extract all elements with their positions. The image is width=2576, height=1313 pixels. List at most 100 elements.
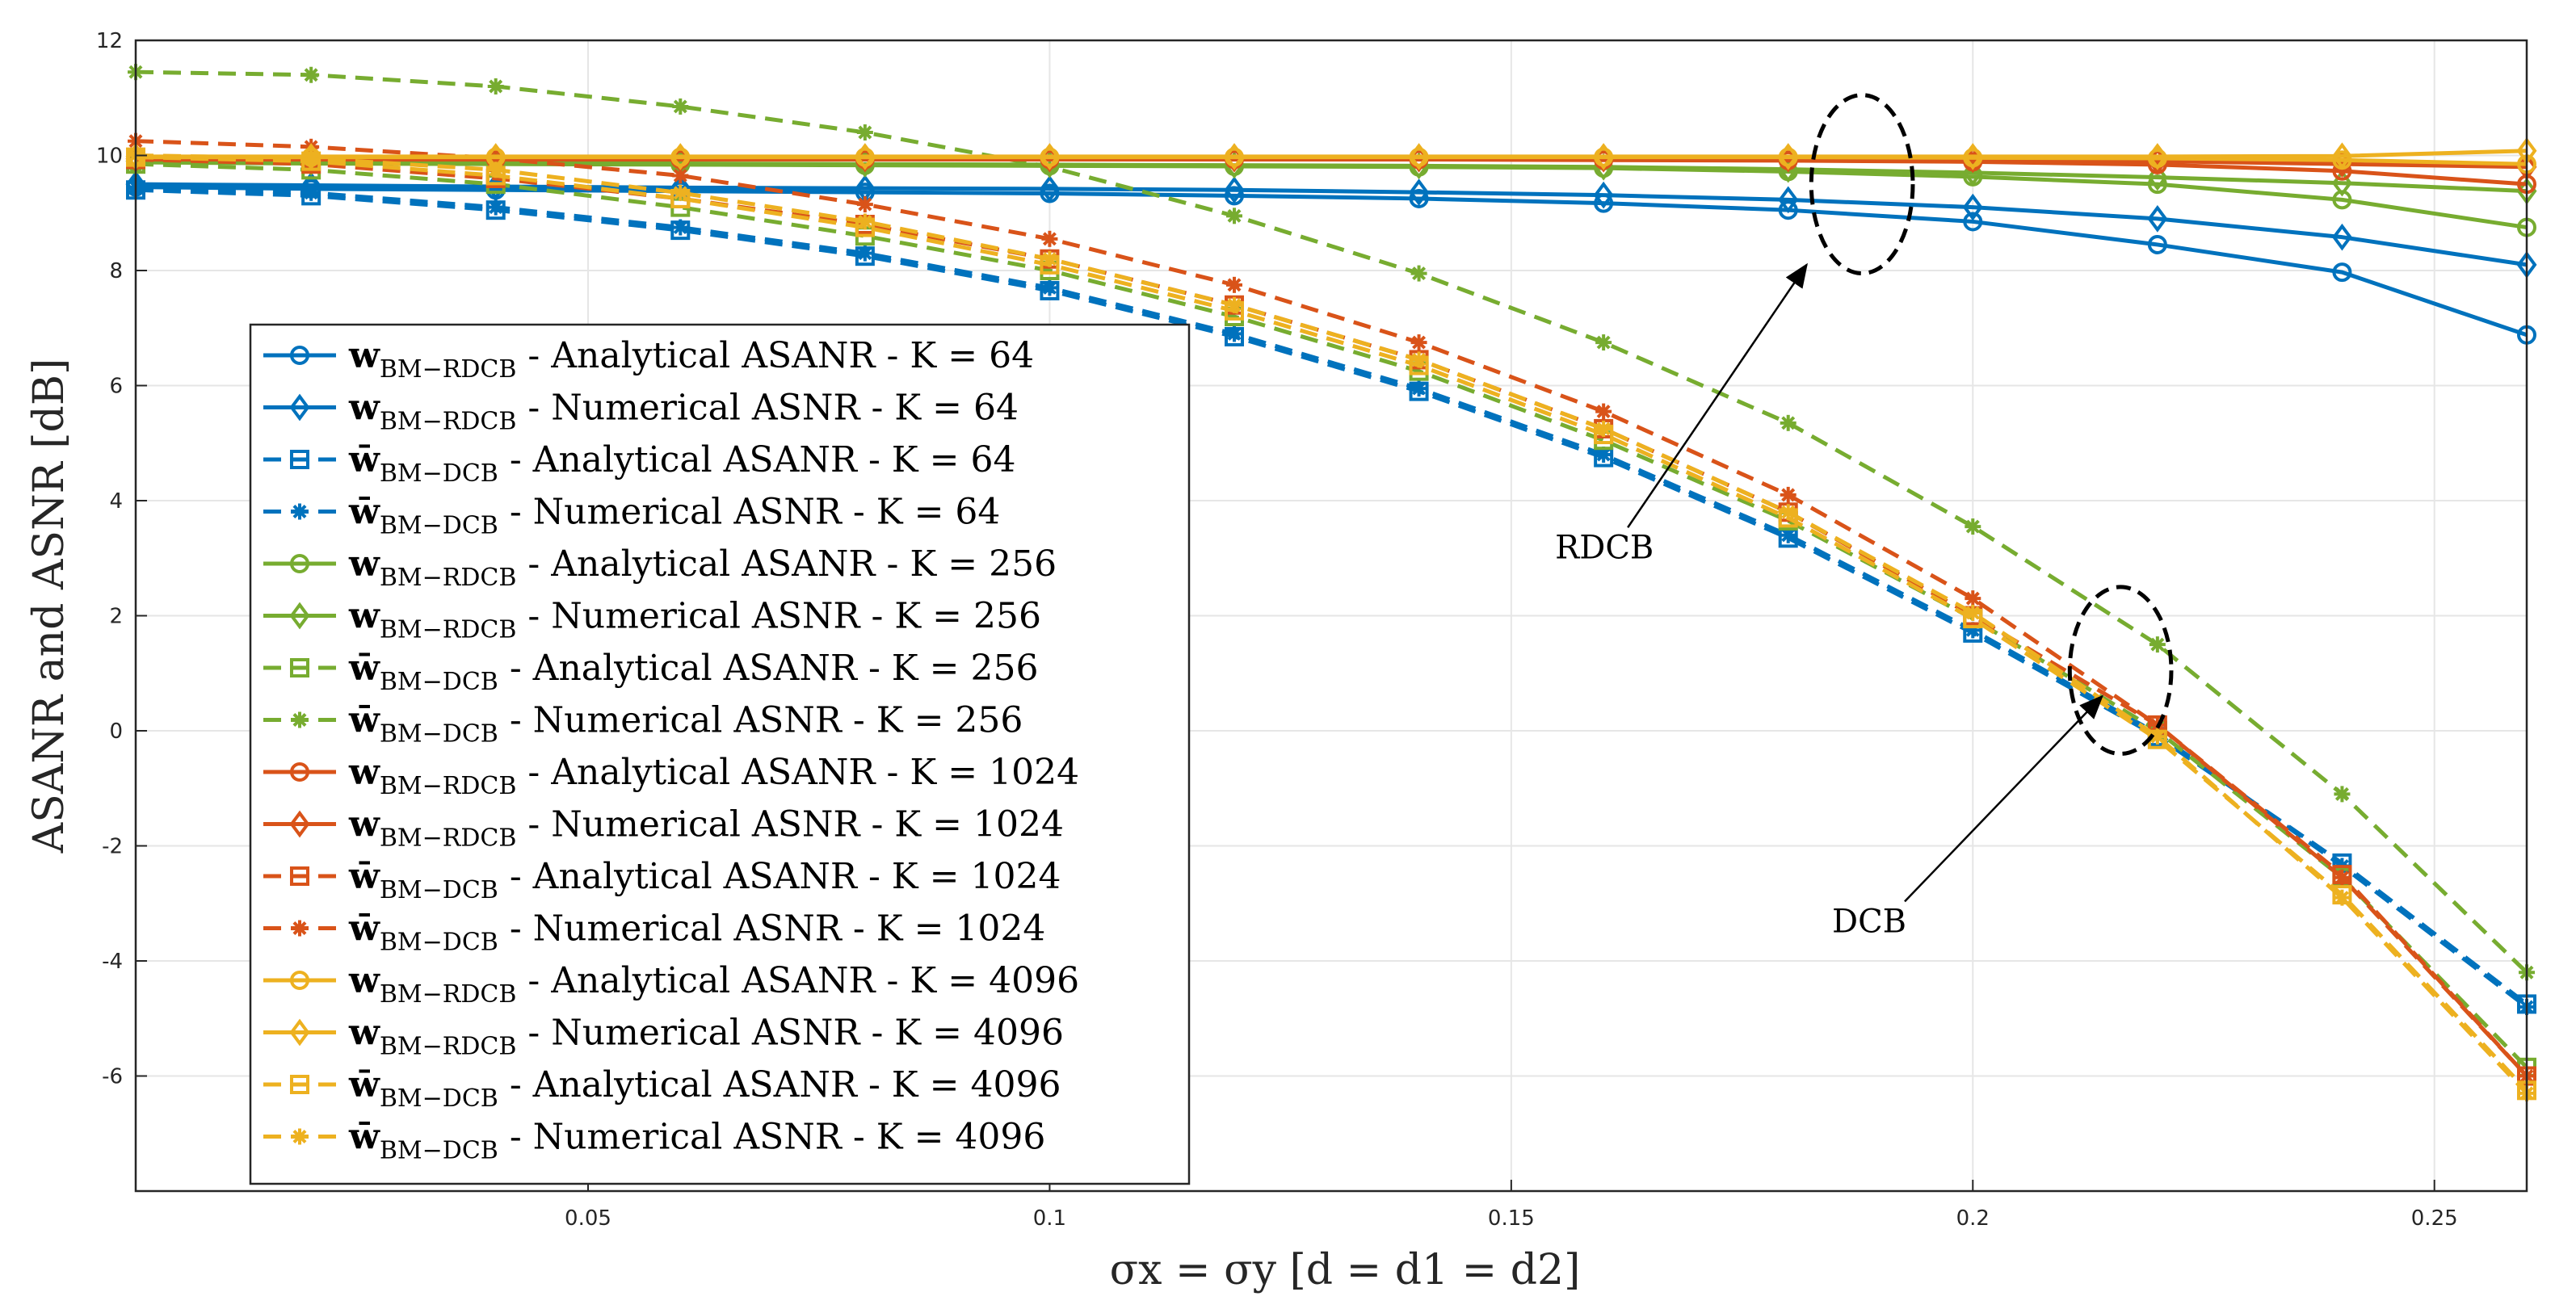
- data-point-star: [1595, 403, 1612, 420]
- legend-description: - Numerical ASNR - K = 1024: [516, 804, 1064, 845]
- series-line: [135, 185, 2528, 338]
- data-point-star: [2334, 786, 2351, 803]
- legend-description: - Numerical ASNR - K = 64: [498, 492, 1001, 533]
- legend-subscript: BM−DCB: [380, 668, 498, 696]
- series-layer: [125, 64, 2537, 1101]
- legend-entry: wBM−RDCB - Analytical ASANR - K = 1024: [263, 752, 1079, 800]
- legend-description: - Numerical ASNR - K = 64: [516, 388, 1019, 429]
- data-point-diamond: [1224, 143, 1245, 170]
- data-point-diamond: [1962, 193, 1983, 221]
- legend-entry: w̄BM−DCB - Numerical ASNR - K = 4096: [263, 1117, 1045, 1165]
- data-point-star: [1965, 590, 1981, 607]
- data-point-diamond: [1593, 181, 1614, 209]
- y-tick-label: 2: [109, 605, 123, 629]
- legend-entry: wBM−RDCB - Numerical ASNR - K = 64: [263, 388, 1019, 436]
- legend-entry: wBM−RDCB - Analytical ASANR - K = 256: [263, 543, 1057, 592]
- y-tick-label: -4: [102, 950, 123, 974]
- legend-subscript: BM−DCB: [380, 512, 498, 540]
- data-point-star: [487, 162, 504, 178]
- data-point-diamond: [2331, 142, 2352, 170]
- legend-entry: wBM−RDCB - Numerical ASNR - K = 1024: [263, 804, 1064, 853]
- data-point-diamond: [1778, 186, 1799, 214]
- data-point-circle: [290, 971, 309, 990]
- legend-description: - Analytical ASANR - K = 1024: [516, 752, 1079, 793]
- series-line: [135, 69, 2528, 975]
- data-point-diamond: [1409, 178, 1430, 206]
- legend-label: wBM−RDCB - Numerical ASNR - K = 4096: [348, 1013, 1064, 1061]
- legend-description: - Numerical ASNR - K = 256: [516, 596, 1041, 637]
- series-line: [135, 185, 2528, 1009]
- data-point-star: [292, 711, 308, 728]
- y-tick-label: -2: [102, 835, 123, 859]
- data-point-star: [856, 124, 873, 141]
- series-line: [135, 155, 2528, 1093]
- data-point-diamond: [1039, 174, 1060, 203]
- data-point-star: [672, 184, 689, 201]
- data-point-star: [303, 150, 320, 167]
- data-point-diamond: [855, 143, 876, 170]
- legend-label: w̄BM−DCB - Analytical ASANR - K = 256: [348, 648, 1039, 696]
- legend-vector-symbol: w: [348, 960, 380, 1001]
- legend-subscript: BM−RDCB: [380, 980, 517, 1009]
- legend-entry: w̄BM−DCB - Analytical ASANR - K = 256: [263, 648, 1039, 696]
- legend-subscript: BM−RDCB: [380, 824, 517, 853]
- data-point-star: [856, 213, 873, 230]
- data-point-star: [303, 66, 320, 83]
- legend-entry: w̄BM−DCB - Analytical ASANR - K = 1024: [263, 856, 1061, 904]
- legend-description: - Analytical ASANR - K = 1024: [498, 856, 1061, 897]
- legend-description: - Analytical ASANR - K = 4096: [516, 960, 1079, 1001]
- data-point-star: [1226, 208, 1242, 224]
- legend-label: w̄BM−DCB - Analytical ASANR - K = 64: [348, 439, 1016, 488]
- data-point-star: [1226, 325, 1242, 342]
- legend-label: w̄BM−DCB - Numerical ASNR - K = 4096: [348, 1117, 1045, 1165]
- legend-vector-symbol: w̄: [348, 700, 380, 741]
- data-point-star: [292, 920, 308, 937]
- legend-vector-symbol: w: [348, 1013, 380, 1054]
- legend-description: - Numerical ASNR - K = 4096: [516, 1013, 1064, 1054]
- y-tick-label: 6: [109, 375, 123, 399]
- legend-vector-symbol: w: [348, 596, 380, 637]
- legend-description: - Analytical ASANR - K = 256: [516, 543, 1057, 585]
- data-point-diamond: [1224, 176, 1245, 204]
- data-point-star: [1410, 265, 1427, 282]
- data-point-diamond: [1039, 143, 1060, 170]
- legend-label: w̄BM−DCB - Numerical ASNR - K = 1024: [348, 908, 1045, 957]
- data-point-star: [1410, 380, 1427, 397]
- legend-vector-symbol: w: [348, 752, 380, 793]
- legend-entry: w̄BM−DCB - Numerical ASNR - K = 1024: [263, 908, 1045, 957]
- highlight-ellipse: [2067, 585, 2174, 756]
- legend-vector-symbol: w̄: [348, 648, 380, 689]
- data-point-star: [487, 78, 504, 94]
- data-point-square: [290, 1075, 309, 1094]
- highlight-ellipse: [1809, 93, 1915, 276]
- data-point-square: [290, 450, 309, 469]
- legend-label: w̄BM−DCB - Analytical ASANR - K = 4096: [348, 1064, 1061, 1113]
- legend-subscript: BM−DCB: [380, 876, 498, 904]
- annotation-arrow: [1627, 262, 1808, 528]
- legend-label: w̄BM−DCB - Numerical ASNR - K = 64: [348, 492, 1000, 540]
- data-point-diamond: [2147, 205, 2168, 233]
- data-point-star: [856, 196, 873, 213]
- data-point-square: [290, 658, 309, 677]
- data-point-diamond: [289, 393, 310, 422]
- legend-entry: wBM−RDCB - Numerical ASNR - K = 256: [263, 596, 1041, 644]
- legend-label: wBM−RDCB - Numerical ASNR - K = 1024: [348, 804, 1064, 853]
- legend-label: wBM−RDCB - Analytical ASANR - K = 1024: [348, 752, 1079, 800]
- legend-label: wBM−RDCB - Analytical ASANR - K = 64: [348, 335, 1034, 384]
- legend-entry: wBM−RDCB - Numerical ASNR - K = 4096: [263, 1013, 1064, 1061]
- data-point-star: [1780, 504, 1796, 521]
- data-point-square: [290, 866, 309, 886]
- legend-subscript: BM−DCB: [380, 720, 498, 749]
- legend-vector-symbol: w: [348, 543, 380, 585]
- series-line: [135, 157, 2528, 1078]
- x-tick-label: 0.2: [1956, 1206, 1990, 1231]
- legend-description: - Numerical ASNR - K = 1024: [498, 908, 1046, 950]
- y-tick-label: 12: [96, 29, 123, 53]
- data-point-star: [487, 199, 504, 216]
- series-line: [135, 139, 2528, 1078]
- data-point-circle: [2147, 234, 2167, 254]
- legend-label: wBM−RDCB - Analytical ASANR - K = 256: [348, 543, 1057, 592]
- data-point-star: [1226, 296, 1242, 313]
- legend-description: - Numerical ASNR - K = 4096: [498, 1117, 1046, 1158]
- series-8: [128, 64, 2535, 981]
